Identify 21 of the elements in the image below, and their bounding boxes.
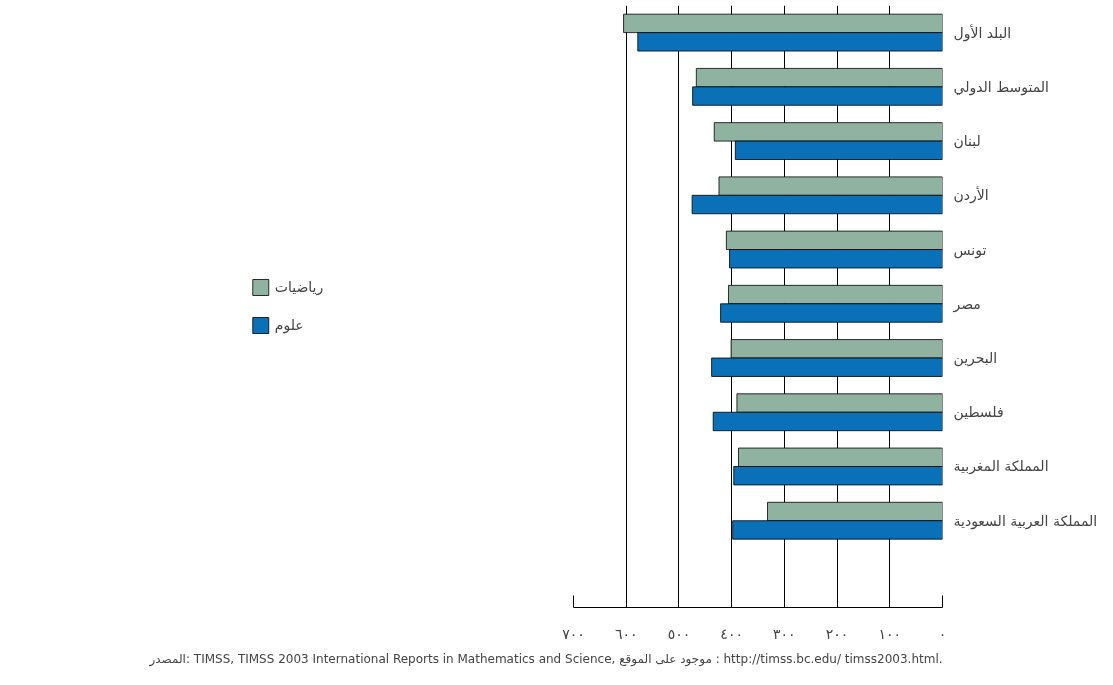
text: المصدر: TIMSS, TIMSS 2003 International Reports in Mathematics and Science, موجود على الموقع : http://timss.bc.edu/ timss2003.html.: [148, 651, 943, 667]
y-tick-label: البحرين: [953, 350, 998, 368]
y-tick-label: المملكة المغربية: [953, 458, 1049, 476]
y-tick-label: مصر: [952, 295, 981, 313]
y-tick-label: تونس: [953, 241, 987, 259]
x-tick-label: ٤٠٠: [720, 625, 743, 642]
x-tick-label: ٧٠٠: [562, 625, 585, 642]
y-tick-label: المتوسط الدولي: [953, 78, 1049, 96]
y-tick-label: لبنان: [953, 133, 981, 150]
x-tick-label: ٢٠٠: [825, 625, 849, 642]
y-tick-label: الأردن: [953, 186, 989, 205]
x-tick-label: ٦٠٠: [614, 625, 638, 642]
x-tick-label: ٠: [938, 625, 947, 642]
x-tick-label: ٥٠٠: [667, 625, 691, 642]
y-tick-label: البلد الأول: [953, 23, 1012, 42]
legend-label: رياضيات: [274, 279, 324, 295]
legend-label: علوم: [274, 317, 304, 333]
x-tick-label: ٣٠٠: [773, 625, 796, 642]
y-tick-label: فلسطين: [953, 404, 1004, 422]
y-tick-label: المملكة العربية السعودية: [953, 512, 1098, 530]
x-tick-label: ١٠٠: [878, 625, 902, 642]
